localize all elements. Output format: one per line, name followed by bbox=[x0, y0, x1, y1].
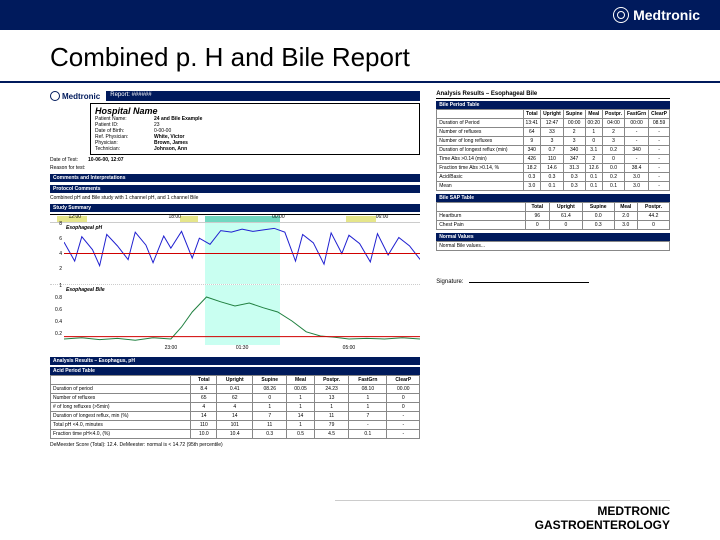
test-date-row: Date of Test: 10-06-00, 12:07 bbox=[50, 157, 420, 163]
bile-plot bbox=[64, 285, 420, 345]
ph-chart: Esophageal pH 8642 bbox=[50, 223, 420, 285]
ph-plot bbox=[64, 223, 420, 284]
section-comments: Comments and Interpretations bbox=[50, 174, 420, 182]
right-title: Analysis Results – Esophageal Bile bbox=[436, 91, 670, 99]
bile-x-axis: 23:0001:3005:00 bbox=[64, 345, 420, 353]
section-analysis: Analysis Results – Esophagus, pH bbox=[50, 357, 420, 365]
chart-area: 12:0018:0000:0006:00 Esophageal pH 8642 … bbox=[50, 214, 420, 354]
timeline: 12:0018:0000:0006:00 bbox=[50, 215, 420, 223]
sap-table: TotalUprightSupineMealPostpr.Heartburn96… bbox=[436, 202, 670, 230]
acid-table-title: Acid Period Table bbox=[50, 367, 420, 375]
normal-title: Normal Values bbox=[436, 233, 670, 241]
top-bar: Medtronic bbox=[0, 0, 720, 30]
normal-text: Normal Bile values... bbox=[436, 241, 670, 251]
footer-brand: MEDTRONIC GASTROENTEROLOGY bbox=[535, 504, 670, 532]
report-header: Medtronic Report: ###### bbox=[50, 91, 420, 101]
bile-chart: Esophageal Bile 10.80.60.40.2 bbox=[50, 285, 420, 345]
mini-logo-icon bbox=[50, 91, 60, 101]
section-summary: Study Summary bbox=[50, 204, 420, 212]
right-column: Analysis Results – Esophageal Bile Bile … bbox=[436, 91, 670, 448]
bile-period-table: TotalUprightSupineMealPostpr.FastGrnClea… bbox=[436, 109, 670, 191]
section-protocol: Protocol Comments bbox=[50, 185, 420, 193]
acid-table: TotalUprightSupineMealPostpr.FastGrnClea… bbox=[50, 375, 420, 439]
ph-y-axis: 8642 bbox=[50, 223, 64, 284]
brand-logo-top: Medtronic bbox=[613, 7, 700, 23]
mini-logo: Medtronic bbox=[50, 91, 100, 101]
reason-label: Reason for test: bbox=[50, 165, 85, 171]
signature-underline bbox=[469, 282, 589, 283]
signature-line: Signature: bbox=[436, 279, 670, 285]
bile-period-title: Bile Period Table bbox=[436, 101, 670, 109]
page-title: Combined p. H and Bile Report bbox=[0, 30, 720, 83]
content: Medtronic Report: ###### Hospital Name P… bbox=[0, 91, 720, 448]
demeester-footer: DeMeester Score (Total): 12.4. DeMeester… bbox=[50, 442, 420, 448]
left-column: Medtronic Report: ###### Hospital Name P… bbox=[50, 91, 420, 448]
protocol-text: Combined pH and Bile study with 1 channe… bbox=[50, 195, 420, 201]
brand-icon bbox=[613, 7, 629, 23]
brand-text: Medtronic bbox=[633, 7, 700, 23]
sap-title: Bile SAP Table bbox=[436, 194, 670, 202]
hospital-name: Hospital Name bbox=[95, 106, 415, 116]
patient-info: Patient Name:24 and Bile Example Patient… bbox=[95, 116, 415, 152]
bile-y-axis: 10.80.60.40.2 bbox=[50, 285, 64, 345]
report-type-band: Report: ###### bbox=[106, 91, 420, 101]
hospital-box: Hospital Name Patient Name:24 and Bile E… bbox=[90, 103, 420, 155]
